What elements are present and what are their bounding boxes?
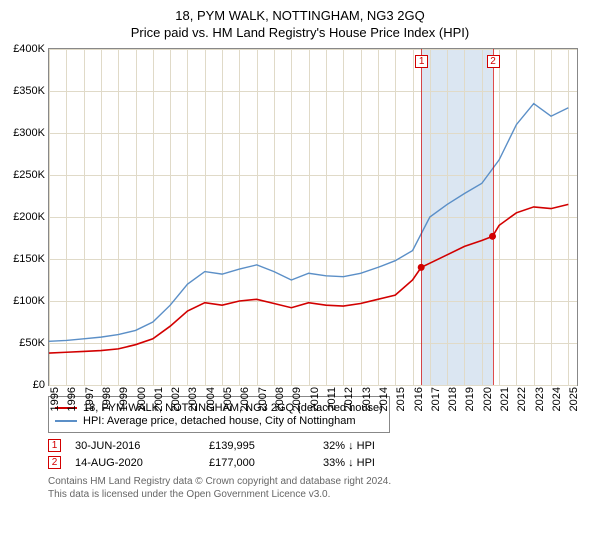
x-axis-label: 2010 (309, 387, 321, 411)
legend-label: HPI: Average price, detached house, City… (83, 415, 356, 427)
sale-marker-box: 1 (415, 55, 428, 68)
x-axis-label: 2021 (499, 387, 511, 411)
footer-line1: Contains HM Land Registry data © Crown c… (48, 475, 590, 488)
sale-date: 14-AUG-2020 (75, 457, 205, 469)
x-axis-label: 2017 (430, 387, 442, 411)
legend: 18, PYM WALK, NOTTINGHAM, NG3 2GQ (detac… (48, 396, 390, 433)
y-axis-label: £300K (13, 127, 45, 139)
x-axis-label: 2000 (136, 387, 148, 411)
chart-plot-area: £0£50K£100K£150K£200K£250K£300K£350K£400… (48, 48, 578, 386)
gridline-h (49, 385, 577, 386)
sale-price: £139,995 (209, 440, 319, 452)
chart-title: 18, PYM WALK, NOTTINGHAM, NG3 2GQ (10, 8, 590, 23)
footer: Contains HM Land Registry data © Crown c… (48, 475, 590, 501)
x-axis-label: 1999 (118, 387, 130, 411)
x-axis-label: 2020 (482, 387, 494, 411)
sale-number-box: 1 (48, 439, 61, 452)
y-axis-label: £200K (13, 211, 45, 223)
x-axis-label: 2011 (326, 387, 338, 411)
y-axis-label: £50K (19, 337, 45, 349)
sale-marker-line (421, 49, 422, 385)
sale-row: 1 30-JUN-2016 £139,995 32% ↓ HPI (48, 439, 590, 452)
sale-marker-box: 2 (487, 55, 500, 68)
sale-marker-line (493, 49, 494, 385)
x-axis-label: 2002 (170, 387, 182, 411)
y-axis-label: £150K (13, 253, 45, 265)
y-axis-label: £250K (13, 169, 45, 181)
legend-swatch (55, 420, 77, 422)
chart-container: 18, PYM WALK, NOTTINGHAM, NG3 2GQ Price … (0, 0, 600, 560)
x-axis-label: 2009 (291, 387, 303, 411)
x-axis-label: 1996 (66, 387, 78, 411)
x-axis-label: 2004 (205, 387, 217, 411)
y-axis-label: £100K (13, 295, 45, 307)
sale-hpi: 33% ↓ HPI (323, 457, 423, 469)
sale-price: £177,000 (209, 457, 319, 469)
x-axis-label: 2006 (239, 387, 251, 411)
chart-svg (49, 49, 577, 385)
x-axis-label: 2015 (395, 387, 407, 411)
x-axis-label: 2007 (257, 387, 269, 411)
sales-list: 1 30-JUN-2016 £139,995 32% ↓ HPI 2 14-AUG-202… (10, 439, 590, 469)
x-axis-label: 2014 (378, 387, 390, 411)
x-axis-label: 2001 (153, 387, 165, 411)
x-axis-label: 2022 (516, 387, 528, 411)
x-axis-label: 1995 (49, 387, 61, 411)
x-axis-label: 2012 (343, 387, 355, 411)
footer-line2: This data is licensed under the Open Gov… (48, 488, 590, 501)
chart-subtitle: Price paid vs. HM Land Registry's House … (10, 25, 590, 40)
y-axis-label: £0 (33, 379, 45, 391)
x-axis-label: 2024 (551, 387, 563, 411)
x-axis-label: 2025 (568, 387, 580, 411)
x-axis-label: 2008 (274, 387, 286, 411)
sale-row: 2 14-AUG-2020 £177,000 33% ↓ HPI (48, 456, 590, 469)
x-axis-label: 2016 (413, 387, 425, 411)
sale-number-box: 2 (48, 456, 61, 469)
sale-date: 30-JUN-2016 (75, 440, 205, 452)
sale-hpi: 32% ↓ HPI (323, 440, 423, 452)
x-axis-label: 1998 (101, 387, 113, 411)
legend-row: HPI: Average price, detached house, City… (55, 415, 383, 427)
x-axis-label: 2013 (361, 387, 373, 411)
y-axis-label: £400K (13, 43, 45, 55)
y-axis-label: £350K (13, 85, 45, 97)
series-property_price (49, 204, 568, 353)
x-axis-label: 2023 (534, 387, 546, 411)
x-axis-label: 1997 (84, 387, 96, 411)
x-axis-label: 2005 (222, 387, 234, 411)
x-axis-label: 2019 (464, 387, 476, 411)
series-hpi (49, 104, 568, 342)
x-axis-label: 2003 (187, 387, 199, 411)
x-axis-label: 2018 (447, 387, 459, 411)
